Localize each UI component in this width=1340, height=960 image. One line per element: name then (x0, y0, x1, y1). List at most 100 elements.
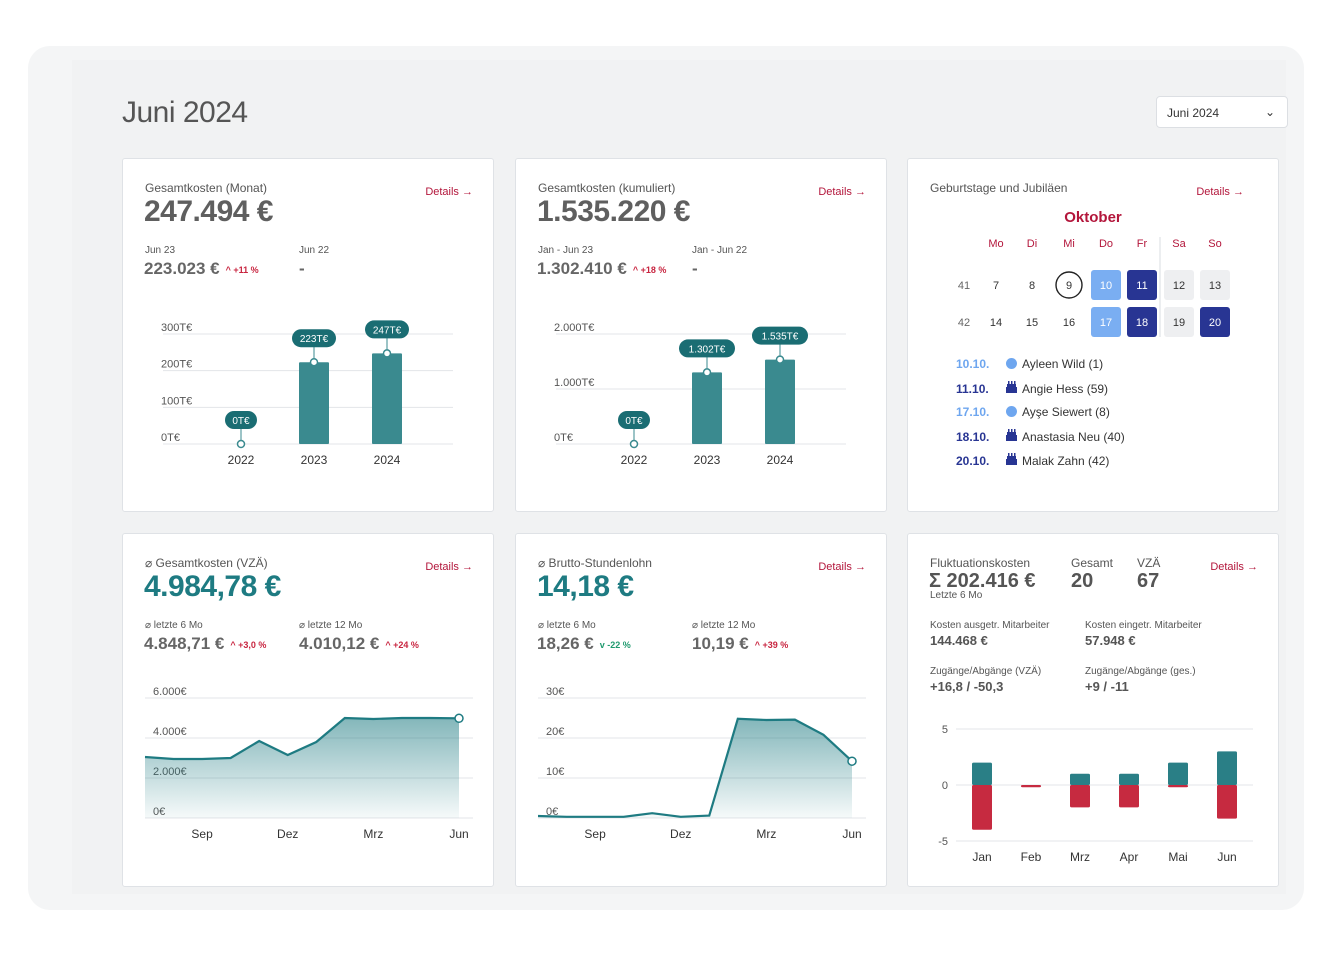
main-value: 14,18 € (537, 570, 634, 603)
x-tick-label: Dez (277, 827, 298, 841)
arrow-right-icon: → (855, 186, 866, 198)
day-highlight (1164, 270, 1194, 300)
bar-chart: 0T€ 1.000T€ 2.000T€ 0T€ 2022 1.302T€ 2023 1.535… (554, 322, 846, 467)
delta-down: v -22 % (599, 639, 631, 650)
event-date: 11.10. (956, 382, 989, 396)
card-title: Gesamtkosten (Monat) (145, 181, 268, 195)
bar-inflow (1119, 773, 1139, 785)
total-label: Gesamt (1071, 556, 1114, 570)
flow-all-label: Zugänge/Abgänge (ges.) (1085, 666, 1196, 677)
data-label: 247T€ (373, 325, 402, 336)
flow-fte-value: +16,8 / -50,3 (930, 679, 1004, 694)
value-label-bg (292, 329, 336, 348)
y-tick-label: 4.000€ (153, 726, 187, 738)
value-marker (629, 439, 639, 449)
x-tick-label: Mrz (756, 827, 776, 841)
calendar-day: 13 (1209, 280, 1221, 292)
details-link[interactable]: Details → (1196, 186, 1244, 198)
arrow-right-icon: → (462, 186, 473, 198)
y-tick-label: 200T€ (161, 359, 192, 371)
value-marker (236, 439, 246, 449)
details-link[interactable]: Details → (818, 186, 866, 198)
value-marker (382, 349, 392, 358)
event-item[interactable]: 18.10. Anastasia Neu (40) (956, 429, 1125, 444)
bar-inflow (1217, 751, 1237, 785)
compare-1-amount: 1.302.410 € (537, 259, 627, 278)
delta-value: +24 % (393, 639, 419, 650)
y-tick-label: 100T€ (161, 395, 192, 407)
details-label: Details (818, 561, 852, 573)
y-tick-label: 10€ (546, 766, 564, 778)
dashboard-canvas: Juni 2024 Juni 2024 ⌄ Gesamtkosten (Mona… (72, 60, 1288, 894)
week-number: 41 (958, 280, 970, 292)
event-item[interactable]: 11.10. Angie Hess (59) (956, 381, 1108, 396)
card-total-cost-month: Gesamtkosten (Monat) Details → 247.494 €… (122, 158, 494, 512)
compare-2-label: Jun 22 (299, 245, 330, 256)
bar-outflow (1021, 785, 1041, 788)
details-link[interactable]: Details → (425, 561, 473, 573)
x-tick-label: Sep (191, 827, 213, 841)
y-tick-label: 5 (942, 724, 948, 736)
card-title: ⌀ Brutto-Stundenlohn (538, 556, 652, 570)
compare-1-label: ⌀ letzte 6 Mo (145, 620, 203, 631)
bar-outflow (972, 785, 992, 830)
bar (692, 372, 722, 444)
sum-subtitle: Letzte 6 Mo (930, 590, 983, 601)
details-link[interactable]: Details → (1210, 561, 1258, 573)
details-link[interactable]: Details → (425, 186, 473, 198)
details-label: Details (425, 186, 459, 198)
calendar-day: 17 (1100, 317, 1112, 329)
y-tick-label: 2.000T€ (554, 322, 594, 334)
event-name: Malak Zahn (42) (1022, 454, 1110, 468)
y-tick-label: 0 (942, 780, 948, 792)
bar-outflow (1119, 785, 1139, 808)
compare-2-value: 10,19 € ^ +39 % (692, 634, 788, 654)
delta-value: -22 % (607, 639, 631, 650)
value-label-bg (679, 339, 735, 358)
arrow-right-icon: → (462, 561, 473, 573)
out-cost-value: 144.468 € (930, 633, 988, 648)
chevron-down-icon: ⌄ (1264, 105, 1275, 119)
bar (372, 353, 402, 444)
event-date: 20.10. (956, 454, 990, 468)
birthday-dot-icon (1000, 405, 1022, 419)
event-name: Ayşe Siewert (8) (1022, 405, 1110, 419)
calendar-day: 15 (1026, 317, 1038, 329)
event-item[interactable]: 20.10. Malak Zahn (42) (956, 453, 1109, 468)
compare-1-value: 4.848,71 € ^ +3,0 % (144, 634, 266, 654)
bar-inflow (1168, 762, 1188, 785)
y-tick-label: 20€ (546, 726, 564, 738)
card-title: Fluktuationskosten (930, 556, 1031, 570)
calendar-grid: Mo Di Mi Do Fr Sa So 41 7 8 9 10 11 12 13 42 14 15 16 17 18 1… (958, 237, 1230, 337)
compare-1-value: 1.302.410 € ^ +18 % (537, 259, 666, 279)
compare-2-amount: 4.010,12 € (299, 634, 380, 653)
compare-2-value: - (299, 259, 305, 278)
event-item[interactable]: 10.10. Ayleen Wild (1) (956, 357, 1103, 371)
calendar-day: 19 (1173, 317, 1185, 329)
compare-1-label: Jun 23 (145, 245, 176, 256)
week-number: 42 (958, 317, 970, 329)
y-tick-label: 0T€ (161, 432, 180, 444)
calendar-month: Oktober (1064, 209, 1122, 226)
month-select[interactable]: Juni 2024 ⌄ (1156, 96, 1288, 128)
compare-1-label: ⌀ letzte 6 Mo (538, 620, 596, 631)
y-tick-label: 0€ (546, 806, 558, 818)
event-name: Angie Hess (59) (1022, 382, 1109, 396)
area-chart: 0€ 10€ 20€ 30€ Sep Dez Mrz Jun (537, 686, 866, 841)
event-item[interactable]: 17.10. Ayşe Siewert (8) (956, 405, 1110, 419)
event-date: 18.10. (956, 430, 990, 444)
delta-up: ^ +39 % (754, 639, 789, 650)
area-fill (145, 718, 459, 818)
calendar-day: 16 (1063, 317, 1075, 329)
calendar-day: 7 (993, 280, 999, 292)
x-tick-label: 2022 (621, 453, 648, 467)
calendar-day: 12 (1173, 280, 1185, 292)
last-point-marker (454, 713, 464, 724)
card-total-cost-cumulative: Gesamtkosten (kumuliert) Details → 1.535… (515, 158, 887, 512)
event-date: 17.10. (956, 405, 990, 419)
cake-icon (1000, 381, 1022, 396)
event-name: Anastasia Neu (40) (1022, 430, 1125, 444)
y-tick-label: 1.000T€ (554, 377, 594, 389)
details-link[interactable]: Details → (818, 561, 866, 573)
